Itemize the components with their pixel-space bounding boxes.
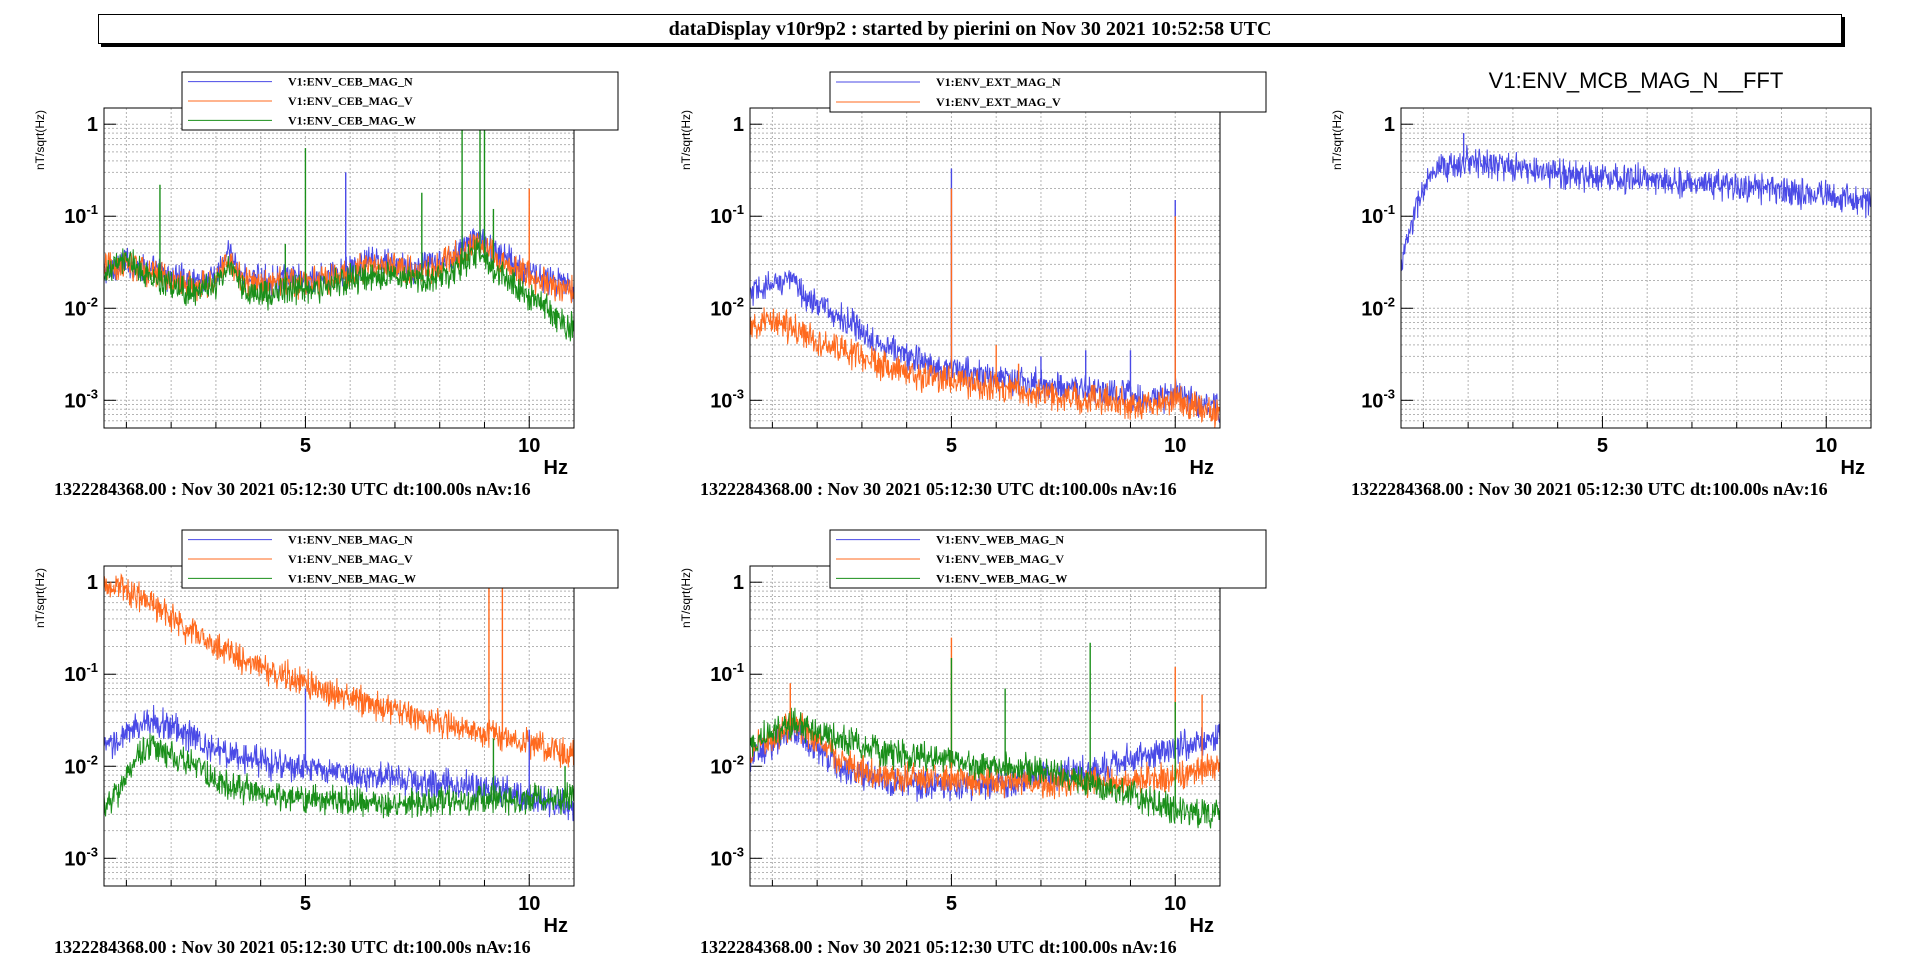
x-tick-label: 10 [1164, 435, 1186, 457]
chart-footer: 1322284368.00 : Nov 30 2021 05:12:30 UTC… [1351, 479, 1828, 499]
legend-label: V1:ENV_NEB_MAG_V [288, 552, 413, 566]
y-axis-label: nT/sqrt(Hz) [33, 568, 47, 628]
y-tick-label: 10-2 [710, 294, 744, 320]
x-axis-label: Hz [1190, 457, 1214, 479]
legend-label: V1:ENV_CEB_MAG_W [288, 113, 416, 127]
series-line-V1:ENV_WEB_MAG_W [750, 707, 1220, 829]
x-axis-label: Hz [544, 457, 568, 479]
chart-neb: 5 10 1 10-1 10-2 10-3 Hz nT/sqrt(Hz) V1:ENV_NEB_… [33, 529, 619, 957]
legend-label: V1:ENV_CEB_MAG_N [288, 75, 413, 89]
x-tick-label: 5 [946, 893, 957, 915]
x-tick-label: 10 [1815, 435, 1837, 457]
y-tick-label: 10-1 [1361, 202, 1395, 228]
x-axis-label: Hz [544, 915, 568, 937]
legend-label: V1:ENV_WEB_MAG_V [936, 552, 1064, 566]
y-axis-label: nT/sqrt(Hz) [679, 110, 693, 170]
series-group [104, 568, 574, 822]
chart-footer: 1322284368.00 : Nov 30 2021 05:12:30 UTC… [54, 937, 531, 957]
x-tick-label: 5 [300, 893, 311, 915]
x-tick-label: 10 [518, 893, 540, 915]
series-line-V1:ENV_NEB_MAG_N [104, 704, 574, 822]
series-line-V1:ENV_NEB_MAG_W [104, 733, 574, 819]
plot-frame [1400, 107, 1872, 429]
y-tick-label: 10-1 [710, 202, 744, 228]
chart-footer: 1322284368.00 : Nov 30 2021 05:12:30 UTC… [54, 479, 531, 499]
legend-label: V1:ENV_CEB_MAG_V [288, 94, 413, 108]
chart-ceb: 5 10 1 10-1 10-2 10-3 Hz nT/sqrt(Hz) V1:ENV_CEB_… [33, 71, 619, 499]
plot-frame [749, 565, 1221, 887]
x-tick-label: 5 [946, 435, 957, 457]
series-group [104, 110, 574, 342]
chart-web: 5 10 1 10-1 10-2 10-3 Hz nT/sqrt(Hz) V1:ENV_WEB_… [679, 529, 1267, 957]
y-tick-label: 1 [87, 572, 98, 594]
y-tick-label: 10-3 [710, 844, 744, 870]
legend-label: V1:ENV_EXT_MAG_V [936, 95, 1061, 109]
series-line-V1:ENV_NEB_MAG_V [104, 572, 574, 768]
chart-title: V1:ENV_MCB_MAG_N__FFT [1489, 68, 1784, 93]
x-tick-label: 10 [1164, 893, 1186, 915]
y-tick-label: 10-1 [710, 660, 744, 686]
x-tick-label: 5 [300, 435, 311, 457]
y-tick-label: 1 [733, 114, 744, 136]
x-axis-label: Hz [1190, 915, 1214, 937]
legend-label: V1:ENV_WEB_MAG_N [936, 533, 1064, 547]
y-tick-label: 10-2 [64, 294, 98, 320]
y-tick-label: 10-3 [64, 386, 98, 412]
chart-mcb: 5 10 1 10-1 10-2 10-3 Hz nT/sqrt(Hz) V1:ENV_MCB_… [1330, 68, 1872, 499]
y-axis-label: nT/sqrt(Hz) [33, 110, 47, 170]
series-group [750, 637, 1220, 829]
chart-footer: 1322284368.00 : Nov 30 2021 05:12:30 UTC… [700, 479, 1177, 499]
y-tick-label: 10-2 [1361, 294, 1395, 320]
series-line-V1:ENV_EXT_MAG_V [750, 307, 1220, 428]
legend-label: V1:ENV_EXT_MAG_N [936, 75, 1061, 89]
chart-ext: 5 10 1 10-1 10-2 10-3 Hz nT/sqrt(Hz) V1:ENV_EXT_… [679, 71, 1267, 499]
series-line-V1:ENV_WEB_MAG_V [750, 711, 1220, 800]
display-header: dataDisplay v10r9p2 : started by pierini… [98, 14, 1842, 44]
chart-footer: 1322284368.00 : Nov 30 2021 05:12:30 UTC… [700, 937, 1177, 957]
y-tick-label: 10-3 [64, 844, 98, 870]
y-tick-label: 10-2 [710, 752, 744, 778]
y-tick-label: 1 [87, 114, 98, 136]
x-axis-label: Hz [1841, 457, 1865, 479]
x-tick-label: 10 [518, 435, 540, 457]
y-tick-label: 10-3 [710, 386, 744, 412]
legend-label: V1:ENV_NEB_MAG_N [288, 533, 413, 547]
y-axis-label: nT/sqrt(Hz) [679, 568, 693, 628]
legend-box [829, 71, 1267, 113]
y-tick-label: 10-1 [64, 660, 98, 686]
x-tick-label: 5 [1597, 435, 1608, 457]
legend-label: V1:ENV_WEB_MAG_W [936, 571, 1067, 585]
plot-border [1400, 107, 1872, 429]
series-group [750, 168, 1220, 428]
legend-label: V1:ENV_NEB_MAG_W [288, 571, 416, 585]
y-tick-label: 10-3 [1361, 386, 1395, 412]
y-tick-label: 1 [733, 572, 744, 594]
y-tick-label: 10-2 [64, 752, 98, 778]
y-tick-label: 10-1 [64, 202, 98, 228]
series-group [1401, 133, 1871, 272]
y-tick-label: 1 [1384, 114, 1395, 136]
series-line-mcb [1401, 144, 1871, 272]
series-line-V1:ENV_CEB_MAG_W [104, 237, 574, 342]
y-axis-label: nT/sqrt(Hz) [1330, 110, 1344, 170]
